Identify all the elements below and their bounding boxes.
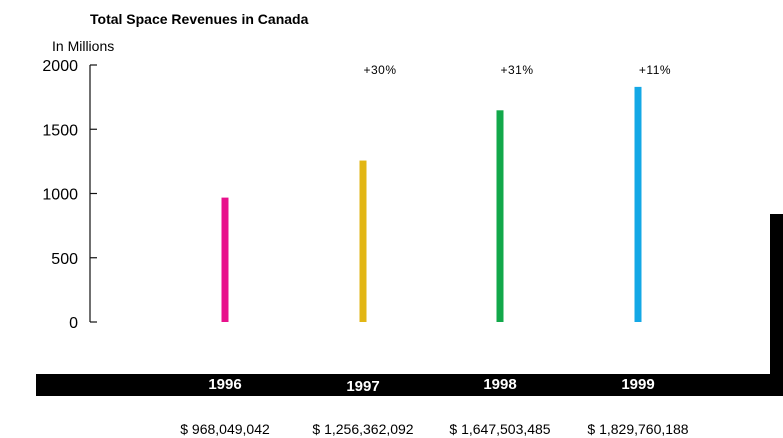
year-label-1996: 1996 — [208, 376, 241, 393]
growth-label-1997: +30% — [363, 63, 396, 77]
year-label-1999: 1999 — [621, 376, 654, 393]
y-axis: 0 500 1000 1500 2000 — [42, 58, 97, 332]
y-tick-label: 0 — [69, 315, 78, 332]
amount-labels: $ 968,049,042 $ 1,256,362,092 $ 1,647,503,… — [180, 421, 689, 437]
y-tick-label: 1500 — [42, 122, 78, 139]
bar-1996 — [221, 197, 229, 322]
year-label-1998: 1998 — [483, 376, 516, 393]
bars — [221, 86, 642, 322]
growth-labels: +30% +31% +11% — [363, 63, 671, 77]
bar-1999 — [634, 86, 642, 322]
amount-label-1997: $ 1,256,362,092 — [312, 421, 413, 437]
growth-label-1998: +31% — [500, 63, 533, 77]
amount-label-1998: $ 1,647,503,485 — [449, 421, 550, 437]
y-tick-label: 1000 — [42, 187, 78, 204]
amount-label-1999: $ 1,829,760,188 — [587, 421, 688, 437]
year-band — [36, 214, 783, 396]
year-label-1997: 1997 — [346, 378, 379, 395]
y-tick-label: 2000 — [42, 58, 78, 75]
growth-label-1999: +11% — [639, 63, 671, 77]
y-axis-unit-label: In Millions — [52, 38, 114, 54]
y-tick-label: 500 — [51, 251, 78, 268]
chart-title: Total Space Revenues in Canada — [90, 11, 309, 27]
year-labels: 1996 1997 1998 1999 — [208, 376, 654, 395]
bar-1997 — [359, 160, 367, 322]
amount-label-1996: $ 968,049,042 — [180, 421, 270, 437]
bar-1998 — [496, 110, 504, 322]
